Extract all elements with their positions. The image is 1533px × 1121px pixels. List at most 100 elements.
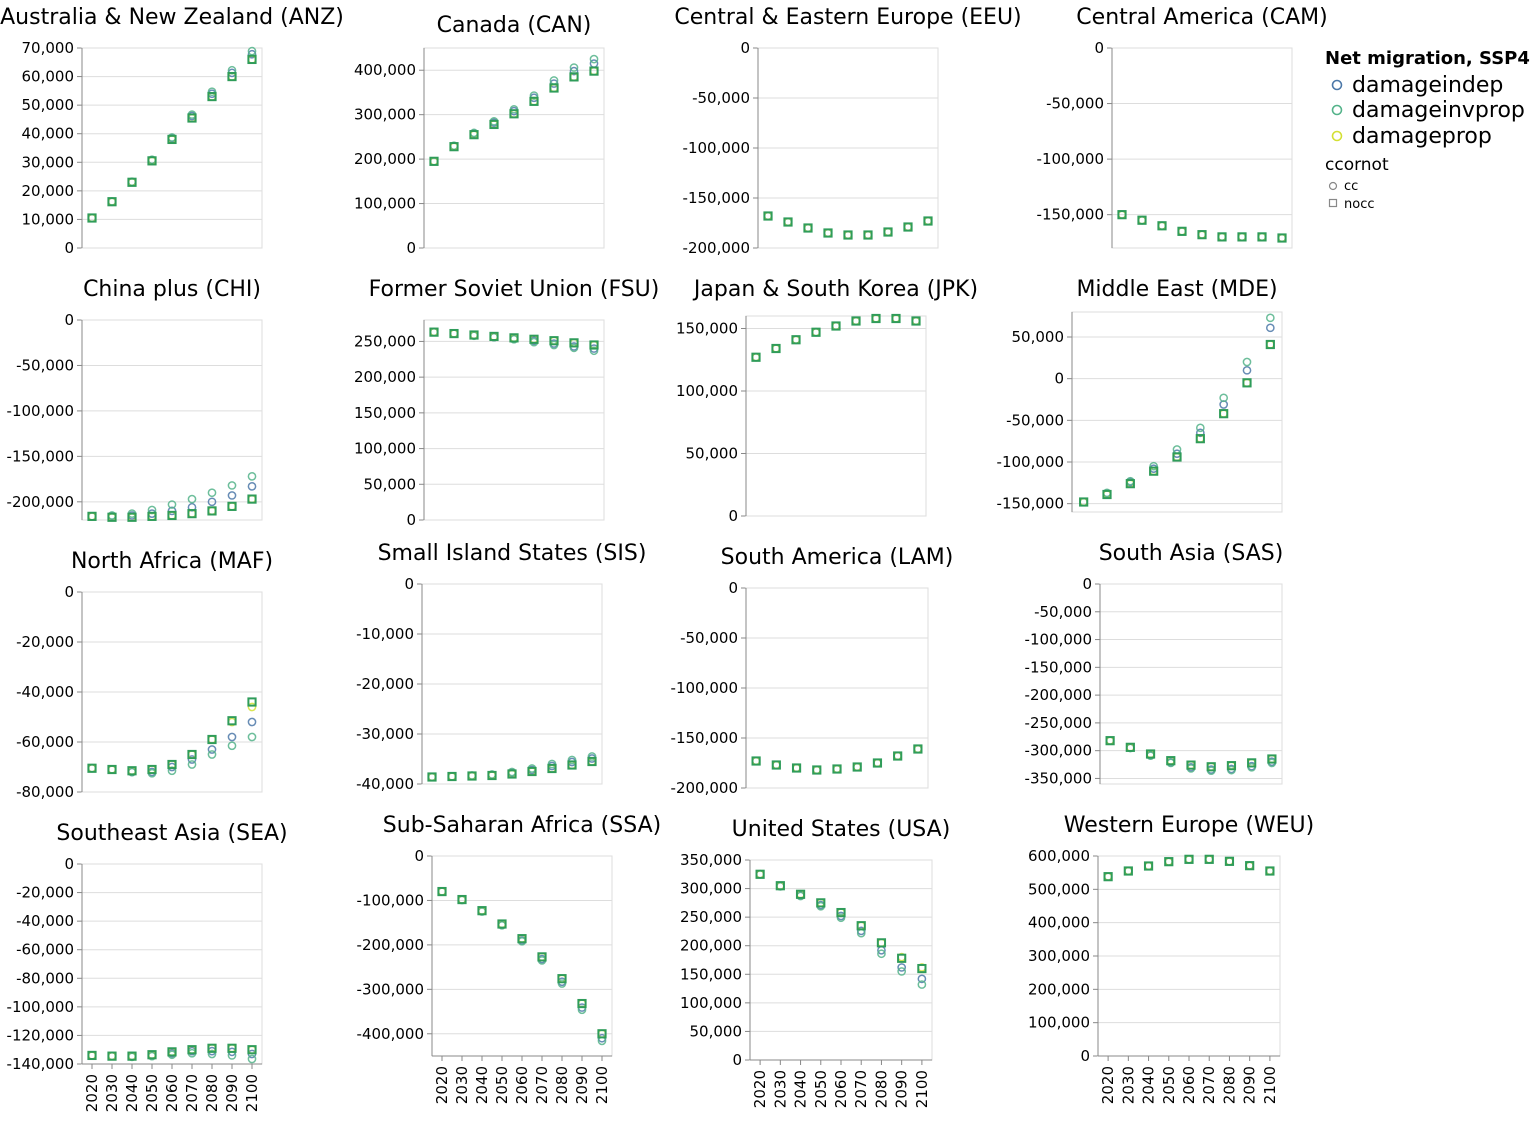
point-cc-damageinvprop <box>567 755 577 765</box>
point-nocc <box>247 494 257 504</box>
x-tick-label: 2030 <box>453 1066 471 1104</box>
point-cc-damageinvprop <box>589 54 599 64</box>
x-tick-label: 2100 <box>1261 1066 1279 1104</box>
point-nocc <box>1079 497 1089 507</box>
y-tick-label: -400,000 <box>357 1025 424 1043</box>
point-nocc <box>871 313 881 324</box>
x-tick-label: 2070 <box>1200 1066 1218 1104</box>
point-cc-damageprop <box>1079 497 1089 507</box>
point-nocc <box>469 130 479 140</box>
point-nocc <box>897 953 907 963</box>
point-cc-damageprop <box>852 762 862 772</box>
point-nocc <box>537 952 547 962</box>
point-nocc <box>911 316 921 326</box>
point-cc-damageprop <box>763 211 773 221</box>
y-tick-label: -150,000 <box>671 729 738 747</box>
y-tick-label: -20,000 <box>356 675 414 693</box>
point-nocc <box>147 1050 157 1060</box>
point-nocc <box>187 1045 197 1055</box>
y-tick-label: 0 <box>406 239 416 257</box>
point-nocc <box>569 72 579 82</box>
point-nocc <box>1172 452 1182 462</box>
point-cc-damageprop <box>803 223 813 233</box>
panel-8: North Africa (MAF) -80,000 -60,000 -40,000 -… <box>16 549 273 801</box>
y-tick-label: -40,000 <box>356 775 414 793</box>
point-nocc <box>87 763 97 773</box>
point-nocc <box>1166 756 1176 766</box>
point-nocc <box>597 1029 607 1039</box>
y-tick-label: 50,000 <box>364 475 417 493</box>
point-nocc <box>1197 230 1207 240</box>
y-tick-label: 0 <box>740 39 750 57</box>
y-tick-label: 100,000 <box>1028 1014 1090 1032</box>
point-cc-damageprop <box>1123 866 1133 876</box>
x-tick-label: 2070 <box>183 1074 201 1112</box>
point-nocc <box>187 113 197 123</box>
y-tick-label: 200,000 <box>1028 980 1090 998</box>
y-tick-label: -100,000 <box>671 679 738 697</box>
point-cc-damageprop <box>856 921 866 931</box>
point-cc-damageindep <box>227 491 237 500</box>
panel-title: United States (USA) <box>732 817 951 842</box>
panel-13: Sub-Saharan Africa (SSA) -400,000 -300,000… <box>357 813 662 1104</box>
point-cc-damageinvprop <box>589 346 599 356</box>
point-cc-damageinvprop <box>187 494 197 504</box>
point-cc-damageprop <box>751 756 761 766</box>
point-nocc <box>427 772 437 782</box>
y-tick-label: -80,000 <box>16 969 74 987</box>
point-cc-damageinvprop <box>207 488 217 498</box>
point-nocc <box>763 211 773 221</box>
y-tick-label: -20,000 <box>16 884 74 902</box>
point-nocc <box>775 881 785 891</box>
y-tick-label: 600,000 <box>1028 847 1090 865</box>
point-cc-damageinvprop <box>1242 357 1252 367</box>
y-tick-label: 150,000 <box>676 320 738 338</box>
point-nocc <box>1149 466 1159 476</box>
x-tick-label: 2030 <box>1119 1066 1137 1104</box>
point-cc-damageprop <box>1144 861 1153 871</box>
point-nocc <box>1123 866 1133 876</box>
panel-title: Australia & New Zealand (ANZ) <box>0 5 344 30</box>
point-cc-damageprop <box>1242 378 1252 388</box>
y-tick-label: 300,000 <box>354 106 416 124</box>
point-cc-damageprop <box>107 197 117 207</box>
panel-11: South Asia (SAS) -350,000 -300,000 -250,000… <box>1025 541 1284 787</box>
y-tick-label: 200,000 <box>680 937 742 955</box>
point-cc-damageinvprop <box>207 1049 217 1059</box>
y-tick-label: 0 <box>64 311 74 329</box>
x-tick-label: 2090 <box>1241 1066 1259 1104</box>
point-nocc <box>507 769 517 779</box>
legend-entry-damageprop: damageprop <box>1331 124 1492 149</box>
point-nocc <box>831 321 841 331</box>
point-cc-damageindep <box>247 717 257 727</box>
point-nocc <box>187 749 197 760</box>
y-tick-label: -150,000 <box>1037 206 1104 224</box>
y-tick-label: -200,000 <box>7 493 74 511</box>
point-nocc <box>872 758 883 768</box>
y-tick-label: -50,000 <box>16 356 74 374</box>
y-tick-label: -30,000 <box>356 725 414 743</box>
point-nocc <box>509 109 519 119</box>
x-tick-label: 2090 <box>223 1074 241 1112</box>
point-nocc <box>1102 489 1112 500</box>
y-tick-label: -200,000 <box>1025 686 1092 704</box>
y-tick-label: 0 <box>64 239 74 257</box>
y-tick-label: 0 <box>728 507 738 525</box>
point-nocc <box>247 1045 257 1055</box>
point-nocc <box>227 501 237 511</box>
point-nocc <box>1224 856 1235 866</box>
point-cc-damageprop <box>1237 232 1247 242</box>
point-cc-damageprop <box>843 230 853 240</box>
point-cc-damageprop <box>207 506 217 516</box>
point-cc-damageprop <box>812 765 822 775</box>
point-nocc <box>771 343 781 354</box>
point-cc-damageinvprop <box>587 752 597 761</box>
point-cc-damageindep <box>247 482 257 491</box>
point-nocc <box>1164 857 1174 867</box>
point-cc-damageprop <box>1225 856 1234 866</box>
point-nocc <box>587 756 597 767</box>
y-tick-label: -300,000 <box>1025 742 1092 760</box>
x-tick-label: 2080 <box>203 1074 221 1112</box>
point-cc-damageindep <box>917 974 927 984</box>
legend-label-damageinvprop: damageinvprop <box>1352 98 1525 123</box>
